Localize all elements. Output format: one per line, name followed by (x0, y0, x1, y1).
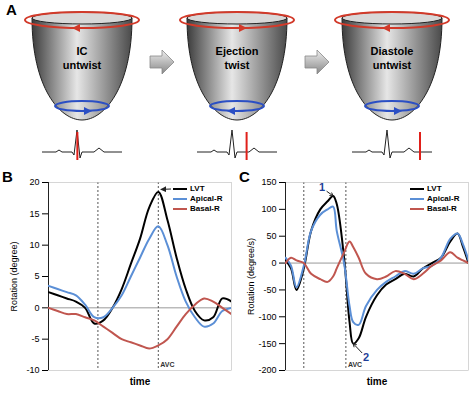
html-text:Apical-R: Apical-R (427, 194, 460, 203)
svg-text:Diastoleuntwist: Diastoleuntwist (371, 45, 414, 71)
svg-text:AVC: AVC (348, 361, 362, 368)
svg-text:1: 1 (319, 181, 325, 193)
svg-text:50: 50 (266, 231, 276, 241)
svg-text:0: 0 (271, 258, 276, 268)
html-text:LVT: LVT (427, 184, 442, 193)
html-text:B: B (2, 168, 13, 185)
svg-text:15: 15 (29, 209, 39, 219)
svg-text:-10: -10 (26, 365, 39, 375)
svg-text:150: 150 (261, 177, 276, 187)
html-text:C: C (239, 168, 250, 185)
svg-text:-200: -200 (258, 365, 276, 375)
svg-text:0: 0 (34, 303, 39, 313)
html-text:Basal-R: Basal-R (190, 204, 220, 213)
html-text:Apical-R: Apical-R (190, 194, 223, 203)
svg-text:Rotation (degree): Rotation (degree) (9, 241, 19, 311)
svg-text:Rotation (degree/s): Rotation (degree/s) (246, 238, 256, 315)
html-text:LVT: LVT (190, 184, 205, 193)
svg-text:-100: -100 (258, 312, 276, 322)
svg-text:AVC: AVC (160, 361, 174, 368)
svg-text:-5: -5 (31, 334, 39, 344)
svg-text:time: time (367, 376, 388, 387)
svg-text:100: 100 (261, 204, 276, 214)
svg-text:A: A (6, 1, 17, 18)
svg-text:time: time (130, 376, 151, 387)
html-text:Basal-R: Basal-R (427, 204, 457, 213)
svg-text:-150: -150 (258, 339, 276, 349)
svg-text:10: 10 (29, 240, 39, 250)
svg-text:5: 5 (34, 271, 39, 281)
svg-text:20: 20 (29, 177, 39, 187)
svg-text:ICuntwist: ICuntwist (63, 45, 102, 71)
svg-text:Ejectiontwist: Ejectiontwist (216, 45, 259, 71)
svg-text:2: 2 (363, 351, 369, 363)
svg-text:-50: -50 (263, 285, 276, 295)
